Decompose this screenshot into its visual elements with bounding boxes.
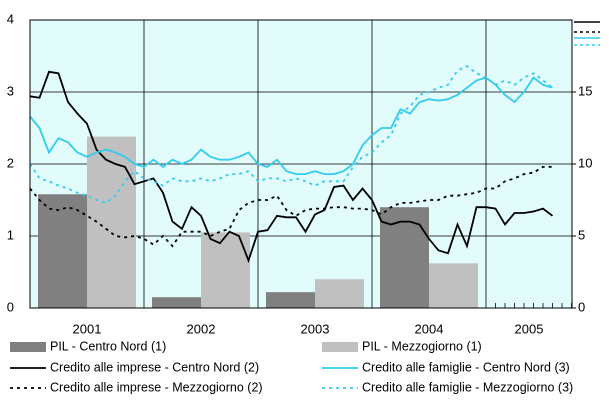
x-tick-label: 2003 [301,321,330,336]
legend-swatch [322,342,358,352]
legend-swatch [10,342,46,352]
x-tick-label: 2002 [187,321,216,336]
legend-label: PIL - Mezzogiorno (1) [362,339,482,353]
plot-frame [29,19,573,309]
y2-tick-label: 15 [578,83,592,98]
bar [266,292,315,308]
y2-tick-label: 10 [578,155,592,170]
bar [38,194,87,308]
line-series [29,70,554,264]
bar [429,263,478,308]
y-tick-label: 3 [7,83,14,98]
x-tick-label: 2001 [73,321,102,336]
y-tick-label: 0 [7,299,14,314]
line-series [29,65,554,204]
bar [87,136,136,308]
x-tick-label: 2004 [415,321,444,336]
y-tick-label: 4 [7,11,14,26]
legend-label: Credito alle famiglie - Mezzogiorno (3) [362,380,573,394]
x-tick-label: 2005 [515,321,544,336]
legend-label: Credito alle famiglie - Centro Nord (3) [362,360,570,374]
legend-label: PIL - Centro Nord (1) [50,339,166,353]
legend-label: Credito alle imprese - Centro Nord (2) [50,360,259,374]
y2-tick-label: 5 [578,227,585,242]
bar [152,297,201,308]
bar [315,279,364,308]
legend-label: Credito alle imprese - Mezzogiorno (2) [50,380,263,394]
line-series [29,76,553,176]
y-tick-label: 2 [7,155,14,170]
mini-legend [574,21,600,46]
y2-tick-label: 0 [578,299,585,314]
line-series [29,165,553,248]
y-tick-label: 1 [7,227,14,242]
